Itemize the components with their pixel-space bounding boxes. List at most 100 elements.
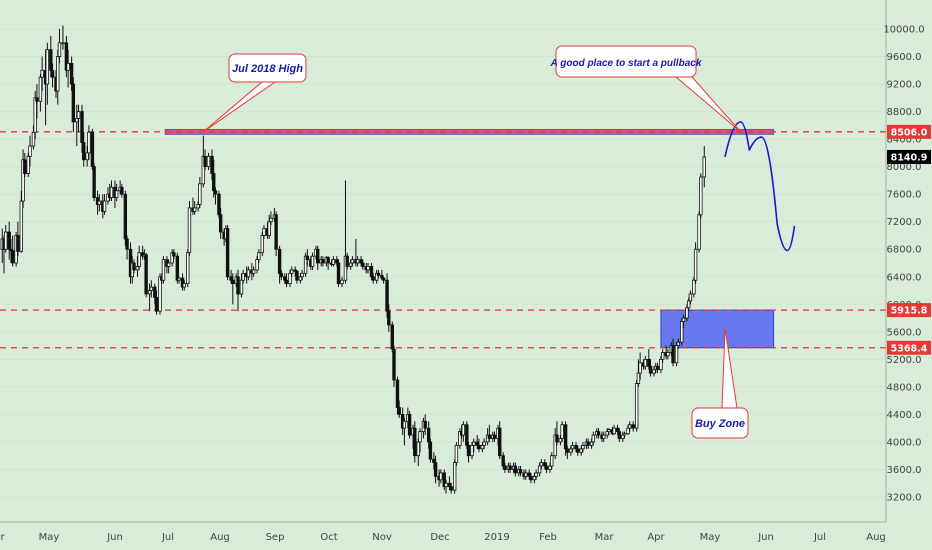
candle-body-up	[262, 228, 266, 236]
candle	[251, 266, 256, 277]
candle	[397, 400, 401, 418]
x-tick-label: Dec	[430, 532, 449, 543]
candle-body-up	[135, 266, 140, 271]
candle-body-up	[85, 152, 89, 161]
candle	[241, 269, 245, 284]
candle	[454, 441, 459, 467]
candle	[423, 414, 427, 436]
candle-body-down	[82, 142, 86, 161]
candle	[487, 424, 492, 442]
x-tick-label: Jul	[161, 532, 174, 543]
candle	[182, 280, 186, 291]
candle-body-up	[28, 145, 32, 157]
candle	[149, 280, 154, 298]
candle-body-up	[621, 434, 625, 439]
candle-body-up	[579, 448, 583, 453]
candle	[385, 273, 389, 319]
candle	[361, 259, 365, 270]
candle	[395, 376, 400, 415]
candle-body-down	[236, 276, 240, 295]
candle-body-up	[524, 472, 528, 477]
candle-body-down	[381, 277, 386, 281]
y-tick-label: 6400.0	[887, 272, 922, 283]
candle	[326, 256, 330, 270]
zone-layer	[164, 128, 775, 349]
candle-body-up	[660, 352, 665, 360]
candle	[137, 245, 141, 270]
candle-body-up	[626, 427, 630, 435]
candle-body-down	[475, 441, 479, 446]
candle	[477, 438, 481, 453]
candle-body-down	[7, 231, 11, 250]
candle-body-down	[218, 214, 223, 233]
candle-body-up	[418, 431, 422, 443]
candle	[390, 321, 394, 353]
candle	[295, 269, 299, 284]
candle-body-up	[676, 341, 680, 346]
candle	[154, 290, 159, 315]
x-tick-label: Feb	[539, 532, 557, 543]
candle	[50, 63, 55, 88]
candle-body-up	[206, 155, 211, 168]
candle-body-up	[550, 455, 554, 467]
candle-body-up	[461, 424, 466, 436]
candle-body-down	[231, 279, 235, 285]
candle-body-down	[617, 431, 622, 439]
callout-pullback-label: A good place to start a pullback	[550, 58, 702, 69]
candle	[402, 417, 407, 446]
candle	[28, 135, 32, 167]
candle-body-up	[697, 214, 701, 250]
candle-body-down	[335, 259, 339, 264]
candle-body-down	[229, 276, 233, 281]
candle-body-down	[69, 63, 74, 85]
y-tick-label: 8400.0	[887, 135, 922, 146]
candle	[274, 211, 278, 257]
y-tick-label: 9600.0	[887, 52, 922, 63]
price-marker-label: 5915.8	[891, 306, 928, 317]
candle-body-up	[300, 272, 304, 278]
candle-body-up	[607, 429, 611, 433]
candle-body-up	[257, 252, 261, 260]
candle-body-down	[277, 248, 282, 274]
candle	[555, 421, 559, 446]
candle-body-down	[123, 193, 128, 240]
candle-body-down	[631, 424, 635, 429]
candle-body-up	[290, 269, 294, 274]
candle-body-up	[147, 290, 152, 295]
x-tick-label: Oct	[320, 532, 337, 543]
candle	[4, 225, 8, 253]
candle	[161, 256, 166, 284]
candle-body-up	[87, 131, 91, 154]
x-tick-label: Aug	[866, 532, 886, 543]
candle-body-down	[423, 420, 427, 429]
candle-body-up	[602, 434, 606, 439]
candle-body-down	[50, 69, 55, 78]
candle-body-up	[182, 283, 186, 288]
candle	[90, 128, 95, 171]
candle-body-down	[648, 365, 653, 374]
candle-body-down	[449, 486, 453, 491]
candle-body-up	[693, 248, 698, 281]
candle	[350, 256, 355, 267]
candle	[607, 428, 611, 436]
x-tick-label: Aug	[210, 532, 230, 543]
projected-pullback-path	[724, 121, 796, 252]
candle-body-up	[331, 259, 336, 265]
candle-body-up	[192, 207, 197, 212]
callout-pullback-box	[555, 45, 697, 78]
candle	[290, 266, 294, 277]
candle	[56, 49, 60, 105]
candle-body-down	[203, 155, 207, 168]
candle-body-up	[75, 118, 79, 123]
candle	[498, 421, 502, 460]
candle-body-down	[407, 414, 412, 436]
candle-body-up	[548, 465, 552, 470]
candle-body-down	[321, 259, 325, 264]
candle-body-up	[340, 279, 344, 285]
candle	[10, 235, 15, 267]
candle-body-down	[492, 434, 497, 439]
candle-body-down	[274, 214, 278, 250]
candle	[97, 194, 102, 212]
candle	[560, 421, 564, 442]
